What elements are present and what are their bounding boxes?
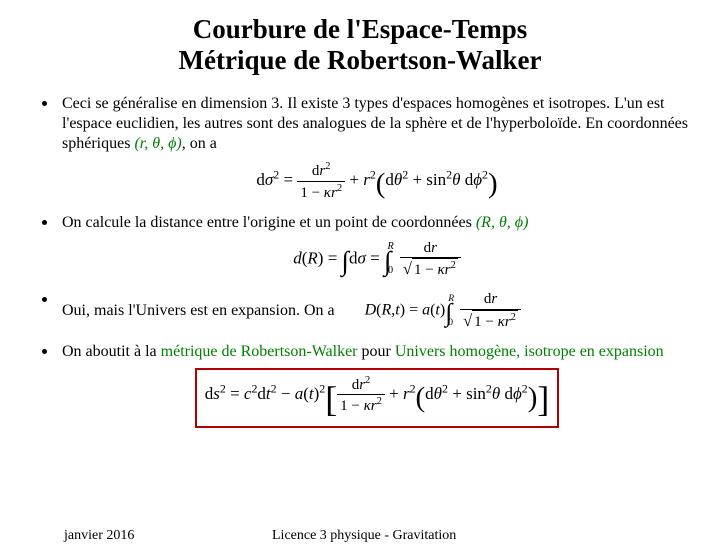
title-line-1: Courbure de l'Espace-Temps <box>193 14 528 44</box>
bullet-item-4: On aboutit à la métrique de Robertson-Wa… <box>40 342 692 428</box>
boxed-formula: ds2 = c2dt2 − a(t)2[dr21 − κr2 + r2(dθ2 … <box>195 368 560 428</box>
bullet4-mid: pour <box>358 343 395 360</box>
formula-3: D(R,t) = a(t)∫R0 dr√1 − κr2 <box>365 290 521 332</box>
bullet-item-1: Ceci se généralise en dimension 3. Il ex… <box>40 94 692 203</box>
formula-2: d(R) = ∫dσ = ∫R0 dr√1 − κr2 <box>62 239 692 281</box>
bullet-icon <box>42 297 47 302</box>
bullet-item-3: Oui, mais l'Univers est en expansion. On… <box>40 290 692 332</box>
title-line-2: Métrique de Robertson-Walker <box>179 45 542 75</box>
bullet4-term2: Univers homogène, isotrope en expansion <box>395 343 664 360</box>
bullet-list: Ceci se généralise en dimension 3. Il ex… <box>28 94 692 428</box>
bullet2-coords: (R, θ, ϕ) <box>476 214 529 231</box>
formula-4: ds2 = c2dt2 − a(t)2[dr21 − κr2 + r2(dθ2 … <box>62 368 692 428</box>
formula-1: dσ2 = dr21 − κr2 + r2(dθ2 + sin2θ dϕ2) <box>62 160 692 203</box>
slide-title: Courbure de l'Espace-Temps Métrique de R… <box>28 14 692 76</box>
bullet1-post: , on a <box>182 135 217 152</box>
bullet2-pre: On calcule la distance entre l'origine e… <box>62 214 476 231</box>
bullet3-text: Oui, mais l'Univers est en expansion. On… <box>62 301 335 321</box>
bullet-icon <box>42 220 47 225</box>
bullet1-coords: (r, θ, ϕ) <box>134 135 181 152</box>
bullet-icon <box>42 101 47 106</box>
bullet4-term1: métrique de Robertson-Walker <box>161 343 358 360</box>
bullet-item-2: On calcule la distance entre l'origine e… <box>40 213 692 281</box>
footer-date: janvier 2016 <box>64 528 134 544</box>
bullet4-pre: On aboutit à la <box>62 343 161 360</box>
bullet-icon <box>42 349 47 354</box>
footer-course: Licence 3 physique - Gravitation <box>272 528 456 544</box>
